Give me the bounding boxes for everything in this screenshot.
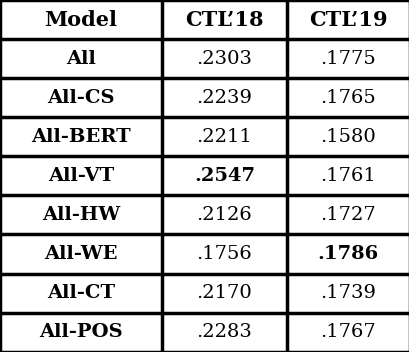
Text: Model: Model (44, 10, 117, 30)
Text: All-HW: All-HW (42, 206, 120, 224)
Text: .1739: .1739 (320, 284, 375, 302)
Text: .1786: .1786 (317, 245, 378, 263)
Text: All-CS: All-CS (47, 89, 115, 107)
Text: .1727: .1727 (320, 206, 375, 224)
Text: .2303: .2303 (196, 50, 252, 68)
Text: .1756: .1756 (196, 245, 252, 263)
Text: All-POS: All-POS (39, 323, 122, 341)
Text: .1580: .1580 (320, 128, 375, 146)
Text: .1765: .1765 (320, 89, 375, 107)
Text: .2239: .2239 (196, 89, 252, 107)
Text: .2170: .2170 (196, 284, 252, 302)
Text: All-CT: All-CT (47, 284, 115, 302)
Text: CTL’18: CTL’18 (185, 10, 263, 30)
Text: .1767: .1767 (320, 323, 375, 341)
Text: .1761: .1761 (320, 167, 375, 185)
Text: All: All (66, 50, 96, 68)
Text: All-VT: All-VT (48, 167, 114, 185)
Text: CTL’19: CTL’19 (308, 10, 387, 30)
Text: .2547: .2547 (193, 167, 254, 185)
Text: .2283: .2283 (196, 323, 252, 341)
Text: .2211: .2211 (196, 128, 252, 146)
Text: .1775: .1775 (320, 50, 375, 68)
Text: All-WE: All-WE (44, 245, 117, 263)
Text: All-BERT: All-BERT (31, 128, 130, 146)
Text: .2126: .2126 (196, 206, 252, 224)
